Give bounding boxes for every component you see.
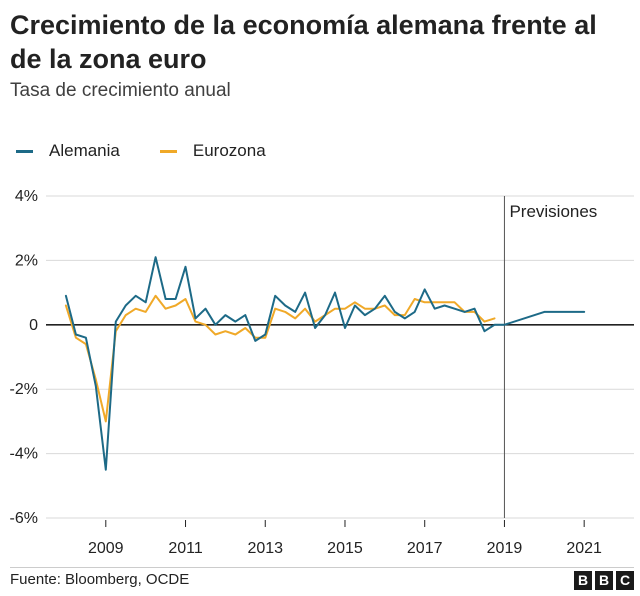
bbc-logo-letter: B bbox=[595, 571, 613, 590]
legend-item-alemania: Alemania bbox=[16, 141, 120, 161]
series-line-eurozona bbox=[64, 294, 496, 423]
y-tick-label: -2% bbox=[10, 381, 38, 398]
x-tick-label: 2015 bbox=[327, 540, 363, 557]
x-tick-label: 2013 bbox=[247, 540, 283, 557]
legend-label-eurozona: Eurozona bbox=[192, 141, 266, 160]
footer-divider bbox=[10, 567, 634, 568]
legend-label-alemania: Alemania bbox=[49, 141, 120, 160]
y-tick-label: 4% bbox=[15, 188, 38, 205]
x-tick-label: 2011 bbox=[168, 540, 203, 557]
chart-subtitle: Tasa de crecimiento anual bbox=[10, 80, 231, 101]
legend-swatch-alemania bbox=[16, 149, 33, 153]
x-tick-label: 2017 bbox=[407, 540, 443, 557]
x-tick-label: 2009 bbox=[88, 540, 124, 557]
series-line-alemania bbox=[64, 256, 586, 471]
bbc-logo-letter: C bbox=[616, 571, 634, 590]
forecast-label: Previsiones bbox=[509, 202, 597, 221]
y-tick-label: 2% bbox=[15, 252, 38, 269]
bbc-logo: B B C bbox=[574, 571, 634, 590]
legend: Alemania Eurozona bbox=[16, 141, 266, 161]
bbc-logo-letter: B bbox=[574, 571, 592, 590]
x-tick-label: 2019 bbox=[487, 540, 523, 557]
y-tick-label: -6% bbox=[10, 510, 38, 527]
y-tick-label: 0 bbox=[29, 317, 38, 334]
x-tick-label: 2021 bbox=[566, 540, 602, 557]
y-tick-label: -4% bbox=[10, 446, 38, 463]
chart-title: Crecimiento de la economía alemana frent… bbox=[10, 10, 597, 74]
legend-item-eurozona: Eurozona bbox=[159, 141, 266, 161]
source-note: Fuente: Bloomberg, OCDE bbox=[10, 571, 190, 588]
legend-swatch-eurozona bbox=[159, 149, 177, 153]
